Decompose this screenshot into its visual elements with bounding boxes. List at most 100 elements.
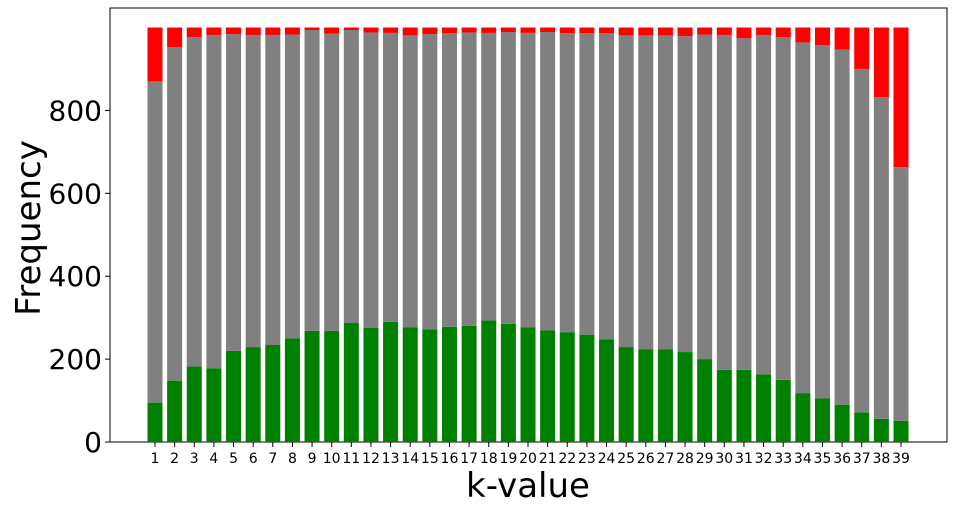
x-tick-label: 6	[249, 451, 258, 467]
bar-series3-k15	[422, 27, 438, 35]
bar-series3-k31	[736, 27, 752, 39]
bar-series2-k20	[520, 32, 536, 328]
x-tick-label: 5	[229, 451, 238, 467]
bar-series1-k5	[226, 350, 242, 442]
bar-series3-k36	[834, 27, 850, 50]
bar-series3-k10	[324, 27, 340, 34]
x-tick-label: 38	[872, 451, 890, 467]
bar-series2-k38	[873, 97, 889, 419]
bar-series1-k23	[579, 334, 595, 442]
bar-series1-k3	[186, 366, 202, 442]
bar-series1-k33	[775, 379, 791, 442]
bar-series3-k1	[147, 27, 163, 82]
bar-series2-k34	[795, 42, 811, 394]
bar-series3-k34	[795, 27, 811, 43]
x-tick-label: 36	[833, 451, 851, 467]
bar-series1-k14	[402, 327, 418, 442]
bar-series2-k15	[422, 34, 438, 330]
bar-series2-k21	[540, 32, 556, 331]
bar-series3-k39	[893, 27, 909, 168]
bar-series3-k13	[383, 27, 399, 33]
bar-series3-k7	[265, 27, 281, 35]
x-tick-label: 26	[637, 451, 655, 467]
bar-series2-k29	[697, 34, 713, 360]
bar-series3-k12	[363, 27, 379, 33]
bar-series2-k13	[383, 32, 399, 322]
bar-series2-k3	[186, 37, 202, 367]
bars-group	[147, 27, 909, 443]
bar-series3-k16	[441, 27, 457, 34]
x-tick-label: 34	[794, 451, 812, 467]
x-tick-label: 20	[519, 451, 537, 467]
bar-series3-k33	[775, 27, 791, 38]
bar-series1-k6	[245, 347, 261, 442]
bar-series2-k25	[618, 35, 634, 348]
x-tick-label: 12	[362, 451, 380, 467]
bar-series3-k6	[245, 27, 261, 35]
bar-series3-k28	[677, 27, 693, 37]
x-tick-label: 16	[441, 451, 459, 467]
bar-series3-k14	[402, 27, 418, 36]
bar-series3-k27	[657, 27, 673, 36]
bar-series1-k34	[795, 393, 811, 442]
x-tick-label: 37	[853, 451, 871, 467]
bar-series2-k35	[814, 45, 830, 399]
x-tick-label: 25	[617, 451, 635, 467]
bar-series2-k18	[481, 32, 497, 321]
bar-series2-k39	[893, 167, 909, 421]
bar-series2-k12	[363, 32, 379, 329]
x-tick-label: 31	[735, 451, 753, 467]
x-tick-label: 29	[696, 451, 714, 467]
bar-series1-k31	[736, 369, 752, 442]
bar-series3-k4	[206, 27, 222, 35]
bar-series1-k4	[206, 368, 222, 442]
bar-series1-k27	[657, 349, 673, 442]
bar-series3-k2	[167, 27, 183, 47]
bar-series2-k14	[402, 35, 418, 328]
bar-series2-k27	[657, 35, 673, 350]
bar-series3-k37	[854, 27, 870, 69]
y-ticks: 0 200 400 600 800	[49, 94, 110, 459]
bar-series3-k29	[697, 27, 713, 35]
x-tick-label: 21	[539, 451, 557, 467]
bar-series1-k17	[461, 325, 477, 442]
x-tick-label: 39	[892, 451, 910, 467]
x-tick-label: 9	[308, 451, 317, 467]
bar-series3-k24	[599, 27, 615, 34]
x-tick-label: 2	[170, 451, 179, 467]
bar-series3-k38	[873, 27, 889, 98]
bar-series1-k19	[500, 323, 516, 442]
bar-series2-k1	[147, 81, 163, 403]
bar-series1-k26	[638, 349, 654, 442]
bar-series2-k11	[343, 29, 359, 324]
bar-series1-k36	[834, 404, 850, 442]
bar-series3-k32	[756, 27, 772, 35]
bar-series2-k30	[716, 34, 732, 370]
bar-series3-k35	[814, 27, 830, 46]
x-tick-label: 24	[598, 451, 616, 467]
x-tick-label: 30	[715, 451, 733, 467]
bar-series1-k28	[677, 352, 693, 442]
bar-series2-k36	[834, 49, 850, 405]
bar-series2-k10	[324, 33, 340, 331]
bar-series1-k25	[618, 347, 634, 442]
bar-series3-k19	[500, 27, 516, 33]
bar-series3-k30	[716, 27, 732, 35]
x-tick-label: 11	[342, 451, 360, 467]
y-tick-label: 800	[49, 94, 102, 127]
y-tick-label: 0	[84, 426, 102, 459]
bar-series1-k7	[265, 345, 281, 442]
bar-series1-k39	[893, 420, 909, 442]
bar-series2-k28	[677, 36, 693, 353]
bar-series1-k30	[716, 369, 732, 442]
y-tick-label: 600	[49, 177, 102, 210]
bar-series3-k26	[638, 27, 654, 36]
bar-series1-k37	[854, 412, 870, 442]
bar-series3-k20	[520, 27, 536, 33]
bar-series2-k4	[206, 34, 222, 369]
bar-series2-k16	[441, 33, 457, 327]
x-tick-label: 23	[578, 451, 596, 467]
y-axis-label: Frequency	[9, 140, 49, 316]
x-tick-label: 1	[151, 451, 160, 467]
x-tick-label: 19	[499, 451, 517, 467]
